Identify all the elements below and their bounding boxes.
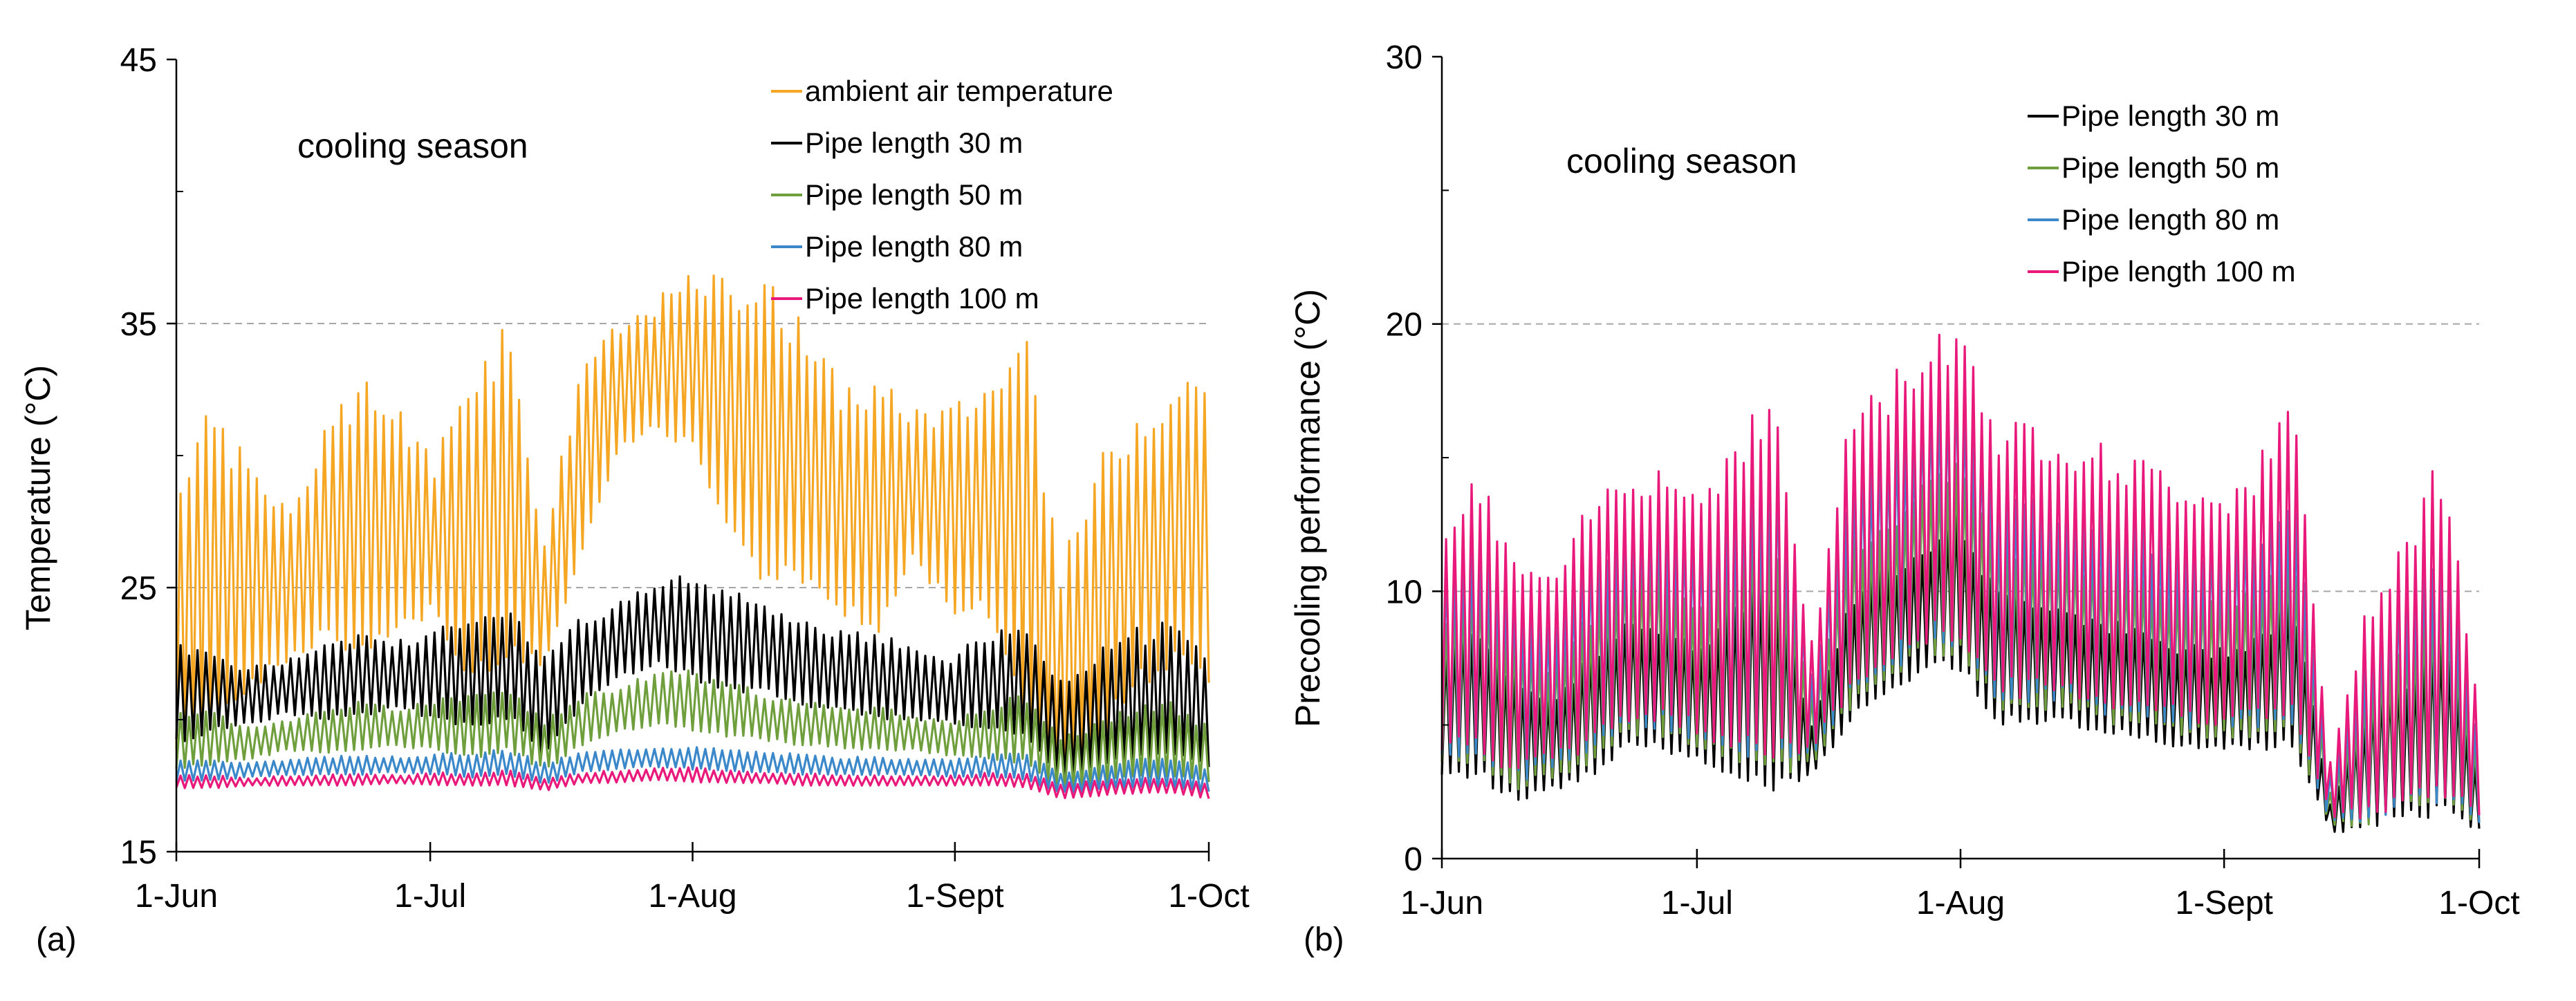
y-tick-label: 10 [1386, 574, 1423, 610]
legend-label: Pipe length 30 m [2061, 100, 2279, 132]
series-line-3 [175, 746, 1210, 794]
series-line-4 [175, 766, 1210, 800]
y-tick-label: 20 [1386, 307, 1423, 344]
x-tick-label: 1-Jun [1400, 885, 1483, 922]
y-tick-label: 35 [120, 306, 157, 343]
legend: ambient air temperature Pipe length 30 m P… [771, 75, 1113, 315]
chart-panel-b: Precooling performance (°C) (b) cooling … [1288, 39, 2520, 958]
chart-panel-a: Temperature (°C) (a) cooling season 15 25… [19, 42, 1250, 958]
x-tick-label: 1-Sept [906, 878, 1003, 915]
x-tick-label: 1-Oct [1168, 878, 1249, 915]
annotation-text: cooling season [1566, 142, 1797, 180]
series-line-2 [175, 669, 1210, 789]
series-line-1 [175, 575, 1210, 784]
y-tick-label: 45 [120, 42, 157, 79]
series-line-3 [1440, 333, 2481, 820]
x-tick-label: 1-Jul [1661, 885, 1733, 922]
panel-label: (b) [1304, 922, 1344, 958]
y-axis-title: Precooling performance (°C) [1288, 289, 1327, 727]
y-tick-label: 15 [120, 834, 157, 871]
series-line-0 [175, 274, 1210, 780]
x-tick-label: 1-Oct [2438, 885, 2519, 922]
legend-label: Pipe length 50 m [2061, 151, 2279, 184]
legend-label: Pipe length 80 m [805, 230, 1023, 263]
legend-label: Pipe length 80 m [2061, 203, 2279, 236]
x-tick-label: 1-Aug [648, 878, 736, 915]
x-tick-label: 1-Jul [394, 878, 466, 915]
x-tick-label: 1-Aug [1916, 885, 2005, 922]
legend-label: Pipe length 50 m [805, 178, 1023, 211]
y-tick-label: 30 [1386, 39, 1423, 76]
x-tick-label: 1-Jun [135, 878, 218, 915]
y-axis-title: Temperature (°C) [19, 365, 57, 630]
annotation-text: cooling season [297, 127, 528, 165]
x-tick-label: 1-Sept [2175, 885, 2272, 922]
legend-label: Pipe length 100 m [805, 282, 1039, 315]
legend: Pipe length 30 m Pipe length 50 m Pipe len… [2028, 100, 2296, 288]
legend-label: ambient air temperature [805, 75, 1113, 107]
panel-label: (a) [36, 922, 77, 958]
legend-label: Pipe length 100 m [2061, 255, 2296, 288]
y-tick-label: 0 [1404, 841, 1423, 878]
legend-label: Pipe length 30 m [805, 127, 1023, 159]
y-tick-label: 25 [120, 570, 157, 607]
